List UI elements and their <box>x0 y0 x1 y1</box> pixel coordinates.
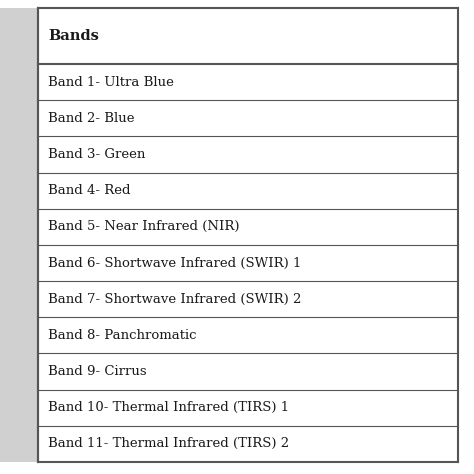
Text: Band 6- Shortwave Infrared (SWIR) 1: Band 6- Shortwave Infrared (SWIR) 1 <box>48 256 301 270</box>
Text: Band 4- Red: Band 4- Red <box>48 184 130 197</box>
Text: Band 9- Cirrus: Band 9- Cirrus <box>48 365 146 378</box>
Text: Band 3- Green: Band 3- Green <box>48 148 146 161</box>
Text: Band 2- Blue: Band 2- Blue <box>48 112 135 125</box>
Text: Band 5- Near Infrared (NIR): Band 5- Near Infrared (NIR) <box>48 220 239 233</box>
Text: Bands: Bands <box>48 29 99 43</box>
Text: Band 1- Ultra Blue: Band 1- Ultra Blue <box>48 75 174 89</box>
Text: Band 10- Thermal Infrared (TIRS) 1: Band 10- Thermal Infrared (TIRS) 1 <box>48 401 289 414</box>
Text: Band 7- Shortwave Infrared (SWIR) 2: Band 7- Shortwave Infrared (SWIR) 2 <box>48 292 301 306</box>
Bar <box>0 8 38 462</box>
Text: Band 8- Panchromatic: Band 8- Panchromatic <box>48 329 197 342</box>
Text: Band 11- Thermal Infrared (TIRS) 2: Band 11- Thermal Infrared (TIRS) 2 <box>48 438 289 450</box>
